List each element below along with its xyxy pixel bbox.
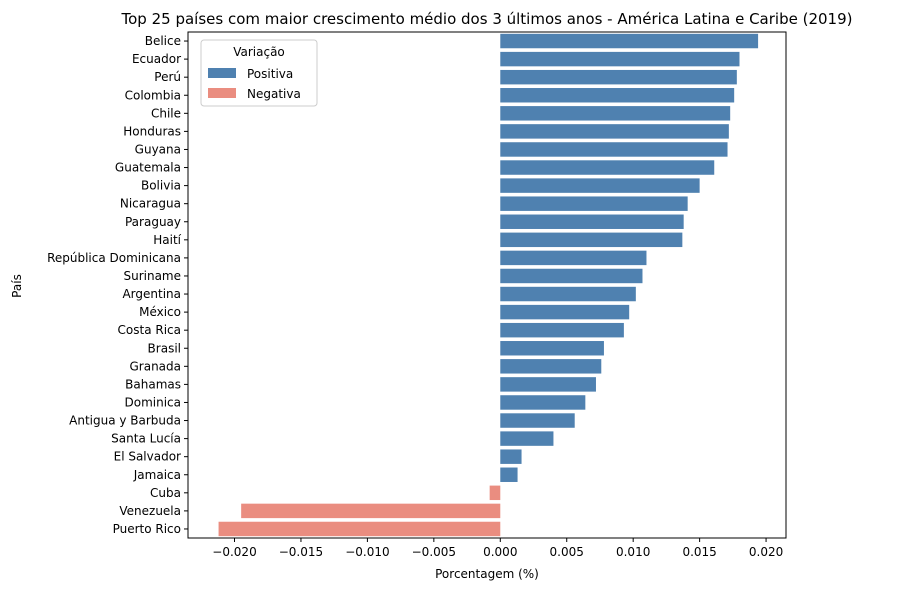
x-tick-label: −0.015	[279, 545, 323, 559]
bar	[500, 341, 604, 356]
bar	[500, 359, 602, 374]
bar	[500, 33, 759, 49]
bar	[500, 449, 522, 464]
x-tick-label: −0.020	[212, 545, 256, 559]
legend-label-positiva: Positiva	[247, 67, 293, 81]
y-tick-label: Honduras	[123, 124, 181, 138]
y-tick-label: Colombia	[125, 88, 181, 102]
bar	[500, 467, 518, 482]
bar	[500, 196, 688, 211]
y-tick-label: Brasil	[148, 341, 181, 355]
y-tick-label: República Dominicana	[47, 251, 181, 265]
x-tick-label: −0.010	[345, 545, 389, 559]
x-tick-label: 0.010	[616, 545, 650, 559]
bar	[500, 395, 586, 410]
bar	[500, 160, 715, 175]
y-tick-label: Jamaica	[133, 468, 181, 482]
y-tick-label: Guatemala	[115, 161, 181, 175]
bars-group	[218, 33, 759, 537]
bar	[500, 377, 596, 392]
legend-swatch-negativa	[208, 88, 236, 98]
bar	[500, 88, 735, 103]
y-tick-label: Belice	[145, 34, 181, 48]
y-tick-label: Paraguay	[125, 215, 181, 229]
plot-frame	[187, 31, 787, 539]
x-tick-label: 0.020	[749, 545, 783, 559]
legend: Variação Positiva Negativa	[200, 39, 318, 107]
x-axis-label: Porcentagem (%)	[435, 567, 539, 581]
bar	[500, 232, 683, 248]
y-axis-label: País	[10, 274, 24, 298]
y-tick-label: Bahamas	[125, 377, 181, 391]
bar	[500, 268, 643, 284]
bar	[500, 286, 636, 302]
bar	[500, 51, 740, 67]
bar	[500, 178, 700, 193]
bar	[500, 214, 684, 229]
y-axis-ticks: Belice Ecuador Perú Colombia Chile Honduras Gu…	[47, 34, 188, 536]
y-tick-label: Argentina	[122, 287, 181, 301]
x-tick-label: 0.005	[550, 545, 584, 559]
bar	[500, 413, 575, 428]
y-tick-label: Venezuela	[119, 504, 181, 518]
bar	[500, 250, 647, 266]
y-tick-label: Cuba	[150, 486, 181, 500]
bar	[500, 106, 731, 121]
bar	[500, 304, 630, 320]
bar	[218, 521, 501, 537]
y-tick-label: Perú	[154, 70, 181, 84]
y-tick-label: Nicaragua	[120, 197, 181, 211]
y-tick-label: Puerto Rico	[113, 522, 181, 536]
y-tick-label: Santa Lucía	[111, 432, 181, 446]
bar	[500, 142, 728, 157]
x-tick-label: 0.015	[682, 545, 716, 559]
y-tick-label: Antigua y Barbuda	[69, 414, 181, 428]
y-tick-label: Guyana	[135, 142, 181, 156]
x-tick-label: −0.005	[412, 545, 456, 559]
legend-label-negativa: Negativa	[247, 87, 301, 101]
y-tick-label: Suriname	[123, 269, 181, 283]
y-tick-label: Haití	[153, 233, 181, 247]
legend-swatch-positiva	[208, 68, 236, 78]
y-tick-label: Ecuador	[132, 52, 181, 66]
y-tick-label: El Salvador	[114, 450, 181, 464]
bar	[500, 124, 729, 139]
y-tick-label: Costa Rica	[118, 323, 181, 337]
bar	[500, 322, 624, 338]
bar	[500, 431, 554, 446]
y-tick-label: Granada	[129, 359, 181, 373]
chart-title: Top 25 países com maior crescimento médi…	[121, 10, 853, 28]
bar	[241, 503, 501, 519]
bar	[500, 69, 737, 85]
x-tick-label: 0.000	[483, 545, 517, 559]
y-tick-label: México	[139, 305, 181, 319]
x-axis-ticks: −0.020 −0.015 −0.010 −0.005 0.000 0.005 0.010 0…	[212, 538, 783, 559]
y-tick-label: Chile	[151, 106, 181, 120]
y-tick-label: Bolivia	[141, 179, 181, 193]
bar	[489, 485, 501, 501]
legend-title: Variação	[233, 45, 285, 59]
y-tick-label: Dominica	[125, 395, 182, 409]
